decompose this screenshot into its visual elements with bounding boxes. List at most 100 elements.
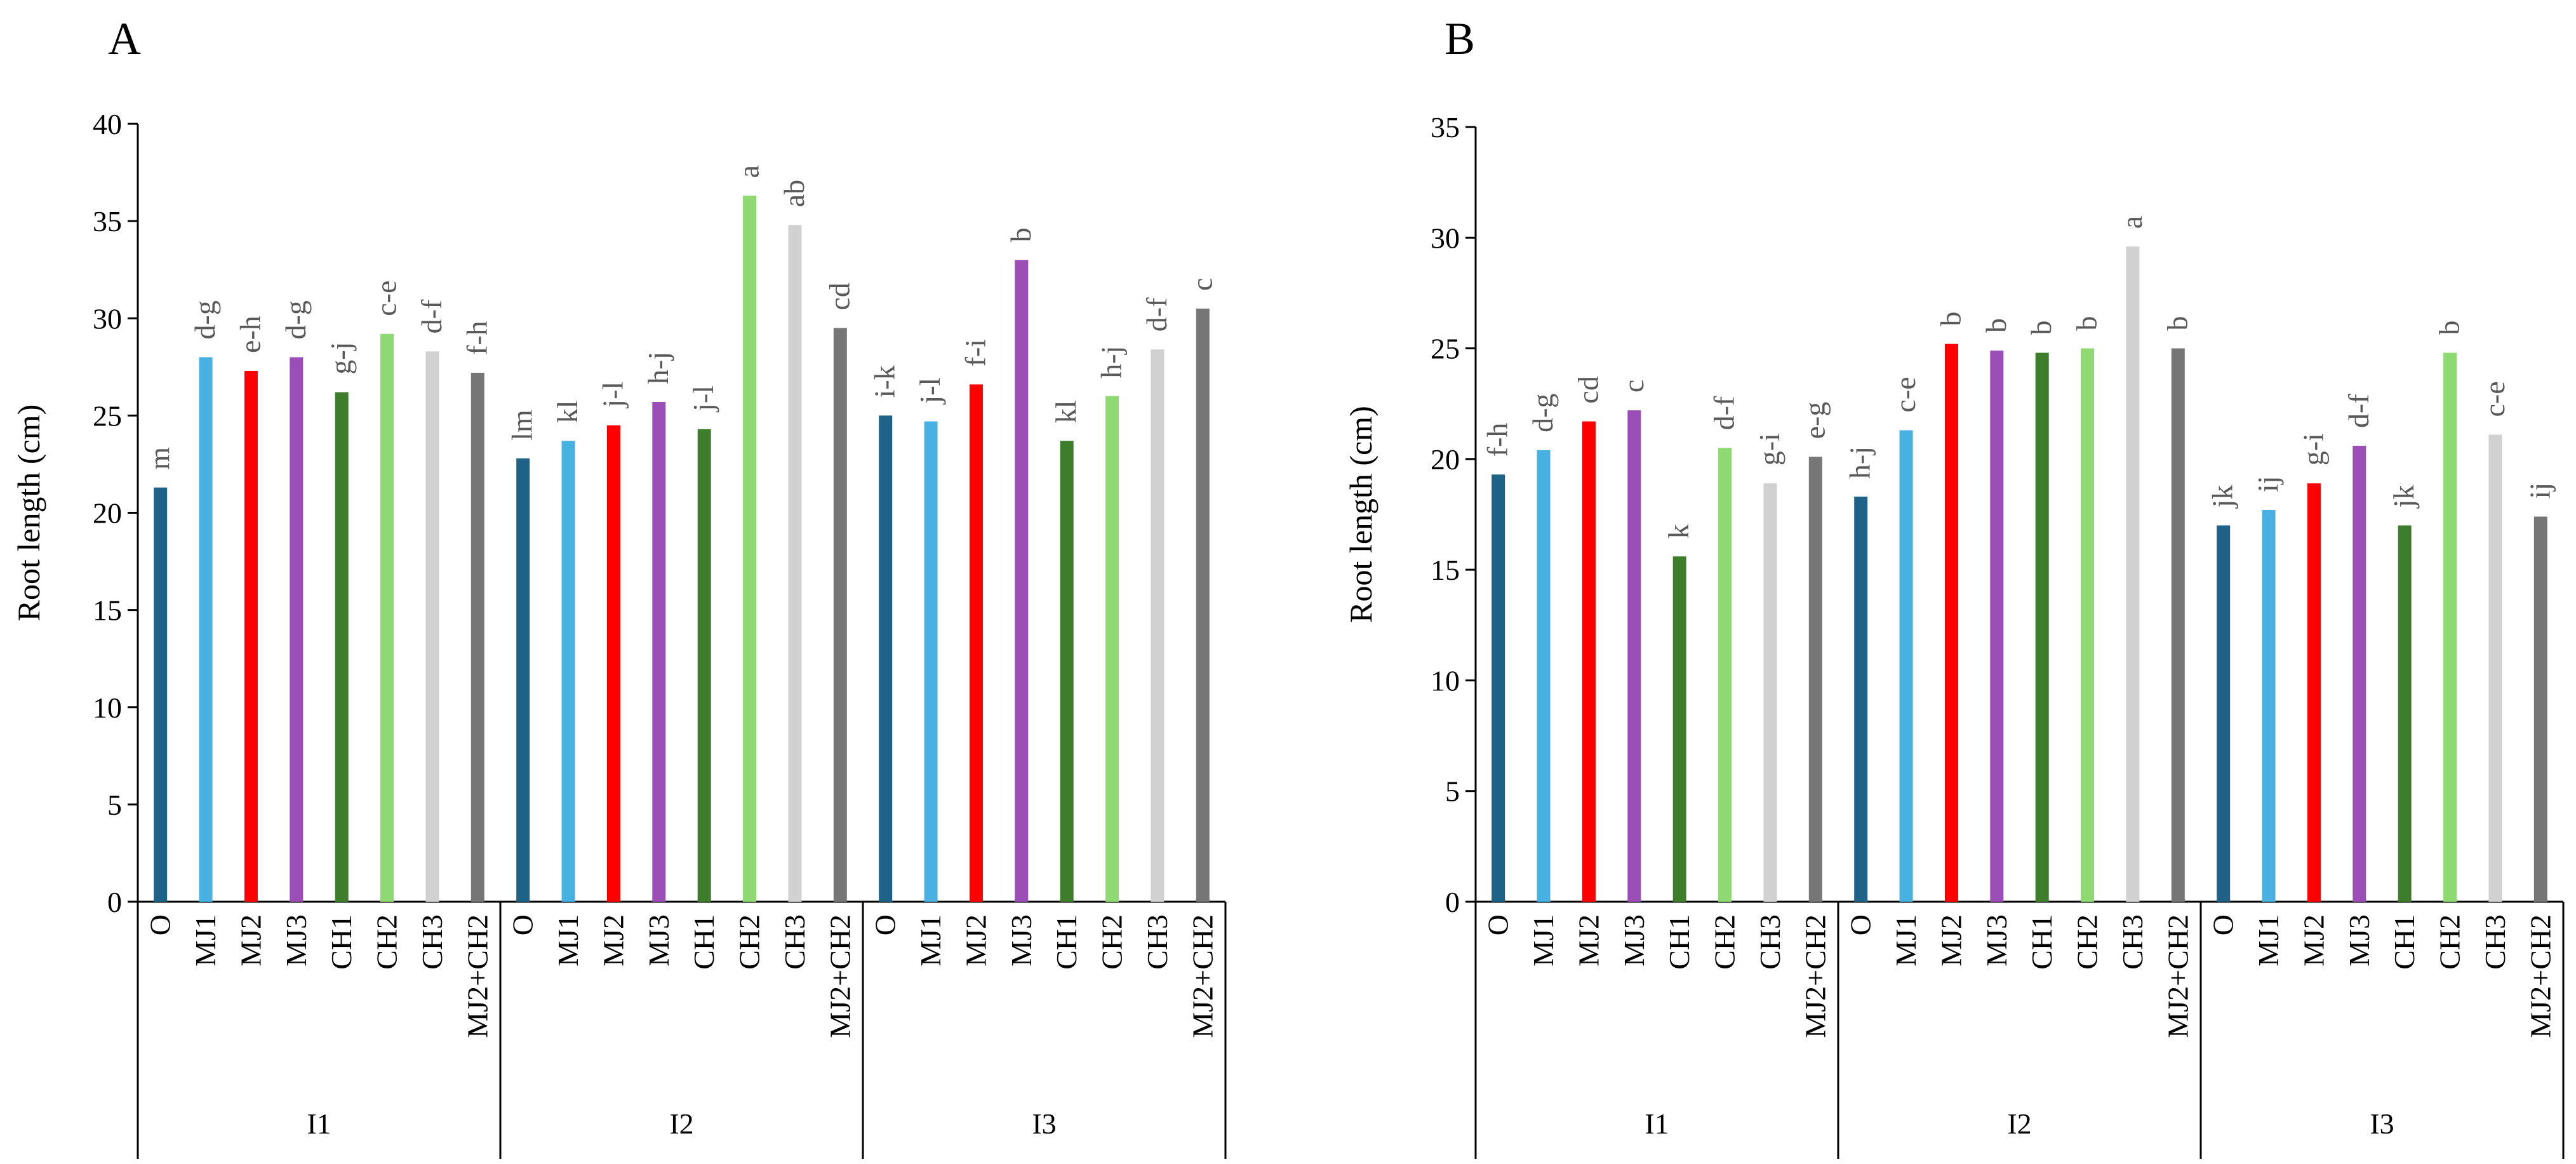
category-label: MJ2	[597, 914, 629, 967]
significance-letter: m	[143, 447, 176, 470]
category-label: MJ2+CH2	[2161, 914, 2194, 1038]
significance-letter: f-h	[1481, 423, 1514, 457]
category-label: CH3	[2116, 914, 2149, 970]
panel-b-chart: B Root length (cm) 0 5 10 15 20 25 30 35 f-h Od-g MJ…	[1343, 13, 2565, 1159]
y-tick-label: 20	[93, 497, 122, 530]
significance-letter: ij	[2523, 483, 2556, 499]
category-label: CH3	[778, 914, 811, 970]
bar	[2307, 483, 2321, 902]
category-label: MJ2	[1572, 914, 1605, 967]
bar	[561, 441, 575, 902]
group-label: I2	[669, 1107, 693, 1140]
significance-letter: e-h	[234, 316, 266, 353]
y-tick-label: 10	[93, 692, 122, 724]
category-label: MJ2+CH2	[1186, 914, 1218, 1038]
y-axis-title: Root length (cm)	[11, 405, 46, 622]
category-label: MJ2	[234, 914, 267, 967]
category-label: MJ3	[1618, 914, 1650, 967]
y-tick-label: 5	[1445, 775, 1460, 808]
bar	[1854, 497, 1868, 902]
group-label: I3	[2370, 1107, 2394, 1140]
category-label: CH1	[1663, 914, 1695, 970]
bar	[2035, 352, 2049, 902]
bar	[1582, 421, 1596, 902]
significance-letter: jk	[2206, 485, 2239, 509]
category-label: MJ2	[1935, 914, 1967, 967]
significance-letter: a	[2116, 216, 2148, 229]
y-tick-label: 0	[1445, 886, 1460, 918]
category-label: CH3	[2479, 914, 2511, 970]
bar	[2126, 246, 2140, 902]
significance-letter: a	[733, 165, 765, 178]
significance-letter: d-g	[1526, 394, 1559, 432]
significance-letter: k	[1662, 524, 1695, 539]
category-label: CH2	[1709, 914, 1741, 970]
y-tick-label: 40	[93, 108, 122, 140]
significance-letter: d-f	[2342, 394, 2375, 428]
bar	[2488, 434, 2502, 902]
category-label: MJ2+CH2	[2524, 914, 2556, 1038]
category-label: MJ2+CH2	[824, 914, 856, 1038]
bar	[335, 392, 349, 902]
y-tick-label: 25	[1431, 333, 1460, 365]
bar	[2081, 348, 2095, 902]
significance-letter: jk	[2387, 485, 2420, 509]
significance-letter: c	[1185, 278, 1218, 291]
bar	[1060, 441, 1074, 902]
bar	[1537, 450, 1551, 902]
y-tick-label: 35	[1431, 111, 1460, 144]
significance-letter: g-j	[324, 342, 357, 375]
significance-letter: b	[1004, 227, 1037, 242]
y-tick-label: 10	[1431, 664, 1460, 697]
significance-letter: kl	[1050, 400, 1082, 423]
significance-letter: b	[2161, 316, 2193, 331]
category-label: MJ3	[2343, 914, 2375, 967]
significance-letter: kl	[551, 400, 584, 423]
bar	[1196, 308, 1210, 902]
significance-letter: j-l	[914, 378, 946, 405]
y-tick-label: 15	[93, 594, 122, 627]
category-label: MJ2+CH2	[1799, 914, 1831, 1038]
significance-letter: h-j	[642, 352, 674, 384]
significance-letter: c	[1617, 380, 1650, 392]
bar	[1763, 483, 1777, 902]
bar	[154, 487, 168, 902]
bar	[2171, 348, 2185, 902]
category-label: CH2	[1096, 914, 1128, 970]
significance-letter: d-f	[415, 299, 448, 333]
category-label: CH2	[2071, 914, 2104, 970]
group-label: I3	[1032, 1107, 1056, 1140]
significance-letter: d-g	[279, 300, 312, 339]
bar	[1808, 457, 1822, 902]
category-label: CH3	[1141, 914, 1173, 970]
group-label: I2	[2007, 1107, 2031, 1140]
group-label: I1	[1645, 1107, 1669, 1140]
bar	[425, 351, 439, 902]
bar	[1492, 474, 1505, 902]
bar	[2352, 445, 2366, 902]
category-label: CH1	[2025, 914, 2058, 970]
bar	[516, 458, 530, 902]
significance-letter: j-l	[687, 385, 719, 413]
significance-letter: b	[1934, 312, 1966, 326]
y-tick-label: 30	[93, 302, 122, 335]
panel-label: A	[108, 13, 141, 64]
significance-letter: c-e	[1889, 377, 1921, 412]
y-tick-label: 20	[1431, 443, 1460, 476]
category-label: MJ3	[280, 914, 312, 967]
category-label: MJ1	[189, 914, 222, 967]
significance-letter: d-f	[1708, 396, 1740, 430]
bar	[2217, 525, 2231, 902]
significance-letter: cd	[1572, 376, 1604, 403]
category-label: O	[2207, 914, 2239, 935]
bar	[1990, 351, 2004, 902]
category-label: MJ1	[914, 914, 947, 967]
significance-letter: b	[1980, 318, 2012, 333]
panel-a-chart: A Root length (cm) 0 5 10 15 20 25 30 35 40 m Od-g MJ…	[11, 13, 1227, 1159]
bar	[697, 429, 711, 902]
category-label: CH2	[2434, 914, 2466, 970]
category-label: CH2	[733, 914, 766, 970]
bar	[1105, 396, 1119, 902]
category-label: MJ3	[1005, 914, 1038, 967]
